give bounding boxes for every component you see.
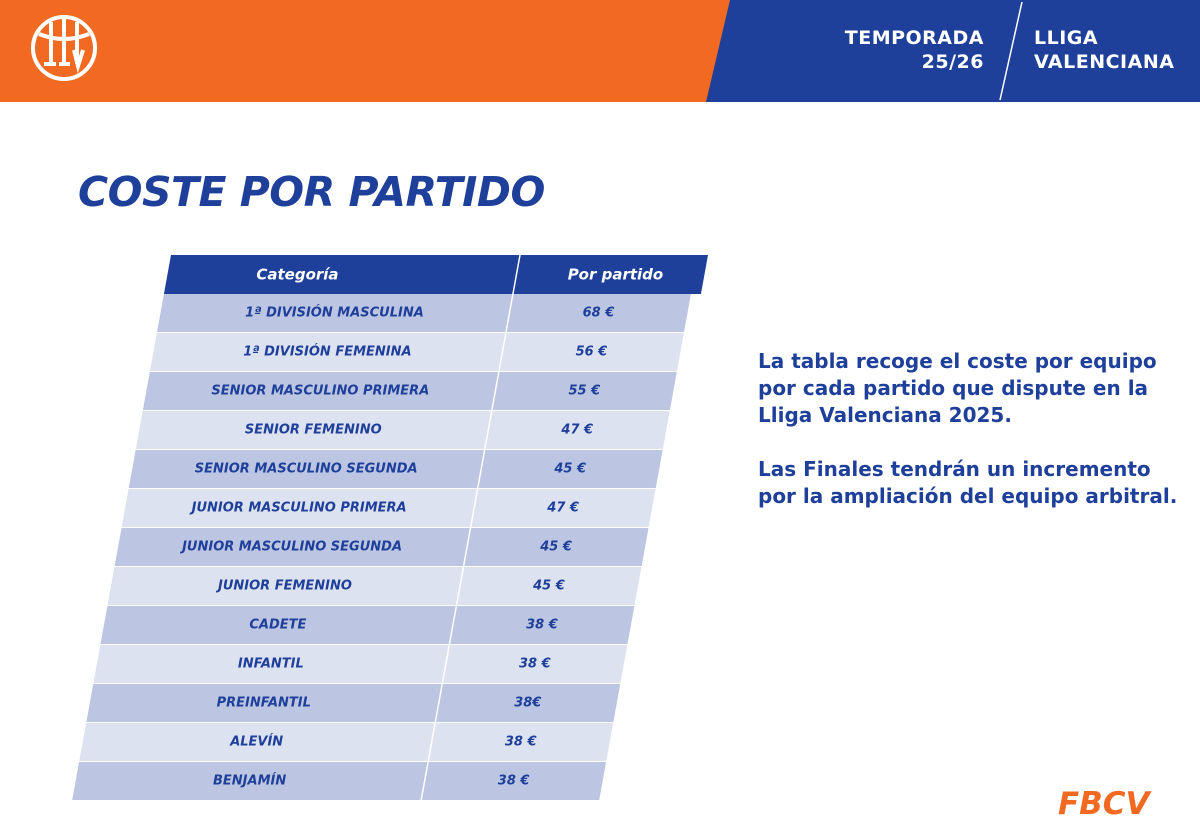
season-line-1: TEMPORADA xyxy=(844,27,984,49)
table-row xyxy=(121,489,656,527)
row-category: JUNIOR MASCULINO PRIMERA xyxy=(189,501,407,516)
table-header xyxy=(163,255,708,294)
row-price: 38 € xyxy=(505,735,537,750)
row-price: 38€ xyxy=(514,696,541,711)
row-price: 38 € xyxy=(498,774,530,789)
column-divider xyxy=(420,254,521,802)
table-row xyxy=(72,762,607,800)
header-category: Categoría xyxy=(256,266,338,284)
row-category: ALEVÍN xyxy=(229,734,283,750)
header-background xyxy=(0,0,1200,102)
row-category: BENJAMÍN xyxy=(213,773,286,789)
table-row xyxy=(107,567,642,605)
row-category: PREINFANTIL xyxy=(217,696,311,711)
row-price: 45 € xyxy=(539,540,572,555)
row-price: 47 € xyxy=(546,501,579,516)
table-row xyxy=(86,684,621,722)
table-row xyxy=(135,411,670,449)
row-category: CADETE xyxy=(249,618,306,633)
row-price: 38 € xyxy=(526,618,558,633)
table-row xyxy=(114,528,649,566)
table-row xyxy=(149,333,684,371)
row-price: 47 € xyxy=(560,423,593,438)
header-price: Por partido xyxy=(568,266,664,284)
table-row xyxy=(93,645,628,683)
table-row xyxy=(157,294,691,332)
page-title: COSTE POR PARTIDO xyxy=(78,168,545,216)
description-paragraph-2: Las Finales tendrán un incremento por la… xyxy=(758,457,1178,508)
row-category: SENIOR FEMENINO xyxy=(245,423,382,438)
row-category: JUNIOR FEMENINO xyxy=(215,579,352,594)
row-price: 68 € xyxy=(583,306,615,321)
row-category: 1ª DIVISIÓN FEMENINA xyxy=(243,344,411,360)
league-line-1: LLIGA xyxy=(1034,27,1099,49)
league-line-2: VALENCIANA xyxy=(1034,51,1175,73)
row-category: INFANTIL xyxy=(238,657,304,672)
row-category: SENIOR MASCULINO PRIMERA xyxy=(211,384,429,399)
season-label: TEMPORADA 25/26 xyxy=(784,26,984,74)
row-price: 56 € xyxy=(576,345,608,360)
row-category: SENIOR MASCULINO SEGUNDA xyxy=(195,462,418,477)
row-price: 38 € xyxy=(519,657,551,672)
row-price: 45 € xyxy=(532,579,565,594)
description: La tabla recoge el coste por equipo por … xyxy=(758,348,1178,537)
description-paragraph-1: La tabla recoge el coste por equipo por … xyxy=(758,349,1157,427)
table-row xyxy=(100,606,635,644)
league-label: LLIGA VALENCIANA xyxy=(1034,26,1194,74)
season-line-2: 25/26 xyxy=(921,51,984,73)
row-price: 55 € xyxy=(569,384,601,399)
row-price: 45 € xyxy=(553,462,586,477)
table-row xyxy=(79,723,614,761)
header-banner: TEMPORADA 25/26 LLIGA VALENCIANA xyxy=(0,0,1200,102)
fbcv-logo: FBCV xyxy=(1058,786,1150,822)
table-row xyxy=(128,450,663,488)
row-category: JUNIOR MASCULINO SEGUNDA xyxy=(179,540,402,555)
row-category: 1ª DIVISIÓN MASCULINA xyxy=(245,305,424,321)
basketball-logo-icon xyxy=(31,15,97,81)
table-row xyxy=(142,372,677,410)
